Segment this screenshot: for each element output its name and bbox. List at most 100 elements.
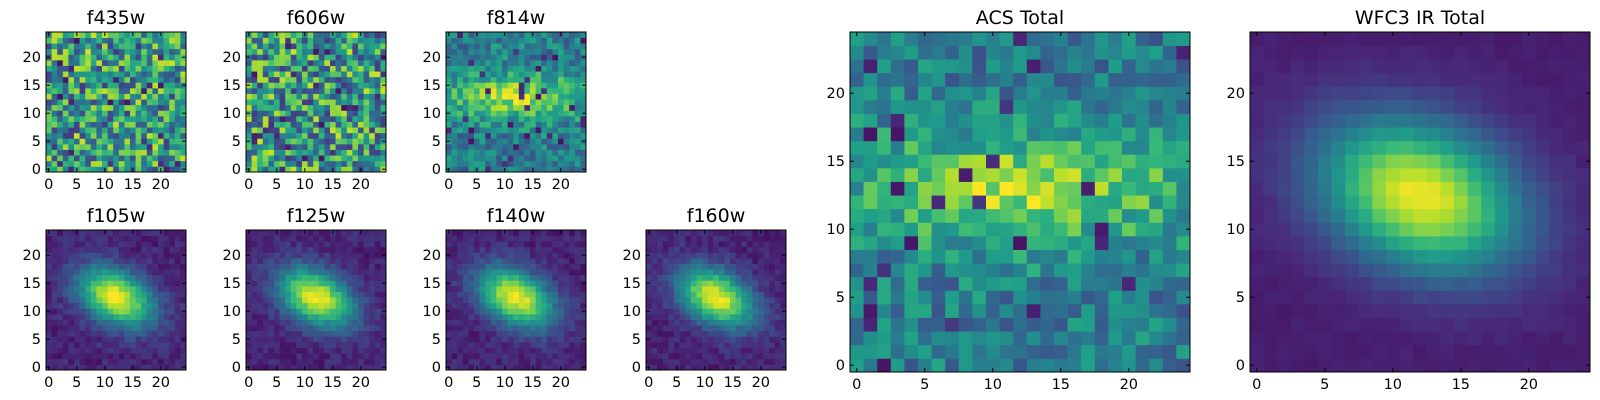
heatmap-cell [674,308,680,315]
heatmap-cell [513,54,520,61]
heatmap-cell [51,347,58,354]
heatmap-cell [479,325,486,332]
heatmap-cell [152,364,159,371]
x-tick-label: 0 [244,177,253,193]
heatmap-cell [90,269,97,276]
heatmap-cell [735,286,742,292]
heatmap-cell [507,235,514,242]
heatmap-cell [158,330,164,337]
heatmap-cell [690,235,697,242]
heatmap-cell [668,230,675,236]
heatmap-cell [518,110,525,117]
heatmap-cell [102,330,108,337]
heatmap-cell [507,241,514,248]
heatmap-cell [330,99,336,106]
heatmap-cell [918,168,932,182]
heatmap-cell [541,116,548,122]
heatmap-cell [62,110,69,117]
heatmap-cell [707,330,714,337]
heatmap-cell [702,336,708,343]
heatmap-cell [296,99,303,106]
heatmap-cell [558,144,564,150]
heatmap-cell [1081,344,1096,359]
heatmap-cell [558,116,564,122]
heatmap-cell [552,230,559,236]
heatmap-cell [474,155,480,162]
heatmap-cell [668,336,675,343]
heatmap-cell [358,246,364,253]
heatmap-cell [524,364,531,371]
heatmap-cell [890,208,905,223]
heatmap-cell [502,144,508,150]
heatmap-cell [330,252,336,259]
heatmap-cell [341,314,348,320]
heatmap-cell [580,330,587,337]
heatmap-cell [107,116,114,122]
heatmap-cell [446,160,452,167]
heatmap-cell [446,274,452,281]
heatmap-cell [780,274,787,281]
heatmap-cell [535,48,542,55]
heatmap-cell [62,230,69,236]
heatmap-cell [769,342,776,348]
heatmap-cell [552,258,559,264]
heatmap-cell [324,325,331,332]
heatmap-cell [496,37,503,44]
heatmap-cell [518,291,525,298]
heatmap-cell [251,138,258,145]
heatmap-cell [279,263,286,270]
heatmap-cell [268,280,275,287]
heatmap-cell [451,121,458,128]
heatmap-cell [485,286,492,292]
heatmap-cell [958,344,973,359]
heatmap-cell [246,99,252,106]
heatmap-cell [485,325,492,332]
heatmap-cell [945,249,960,264]
heatmap-cell [251,99,258,106]
heatmap-cell [574,241,581,248]
heatmap-cell [446,241,452,248]
heatmap-cell [746,274,753,281]
heatmap-cell [285,37,292,44]
heatmap-cell [174,76,181,83]
heatmap-cell [324,241,331,248]
heatmap-cell [563,166,570,173]
heatmap-cell [324,353,331,360]
heatmap-cell [57,241,64,248]
heatmap-cell [518,121,525,128]
heatmap-cell [262,246,269,253]
heatmap-cell [513,138,520,145]
heatmap-cell [662,347,669,354]
heatmap-cell [380,241,387,248]
heatmap-cell [107,314,114,320]
heatmap-cell [474,71,480,78]
heatmap-cell [380,99,387,106]
heatmap-cell [107,104,114,111]
heatmap-cell [296,48,303,55]
heatmap-cell [102,280,108,287]
heatmap-cell [62,160,69,167]
heatmap-cell [999,195,1014,210]
heatmap-cell [713,353,720,360]
heatmap-cell [257,336,264,343]
heatmap-cell [290,230,297,236]
heatmap-cell [1176,276,1191,291]
heatmap-cell [141,88,148,94]
heatmap-cell [574,65,581,72]
heatmap-cell [1149,276,1164,291]
heatmap-cell [358,286,364,292]
heatmap-cell [268,325,275,332]
heatmap-cell [158,342,164,348]
heatmap-cell [174,342,181,348]
heatmap-cell [163,121,170,128]
heatmap-cell [158,110,164,117]
heatmap-cell [685,364,692,371]
heatmap-cell [569,325,576,332]
heatmap-cell [335,138,342,145]
y-tick-label: 5 [32,332,41,348]
heatmap-cell [324,235,331,242]
heatmap-cell [62,127,69,134]
heatmap-cell [141,32,148,38]
heatmap-cell [79,54,86,61]
